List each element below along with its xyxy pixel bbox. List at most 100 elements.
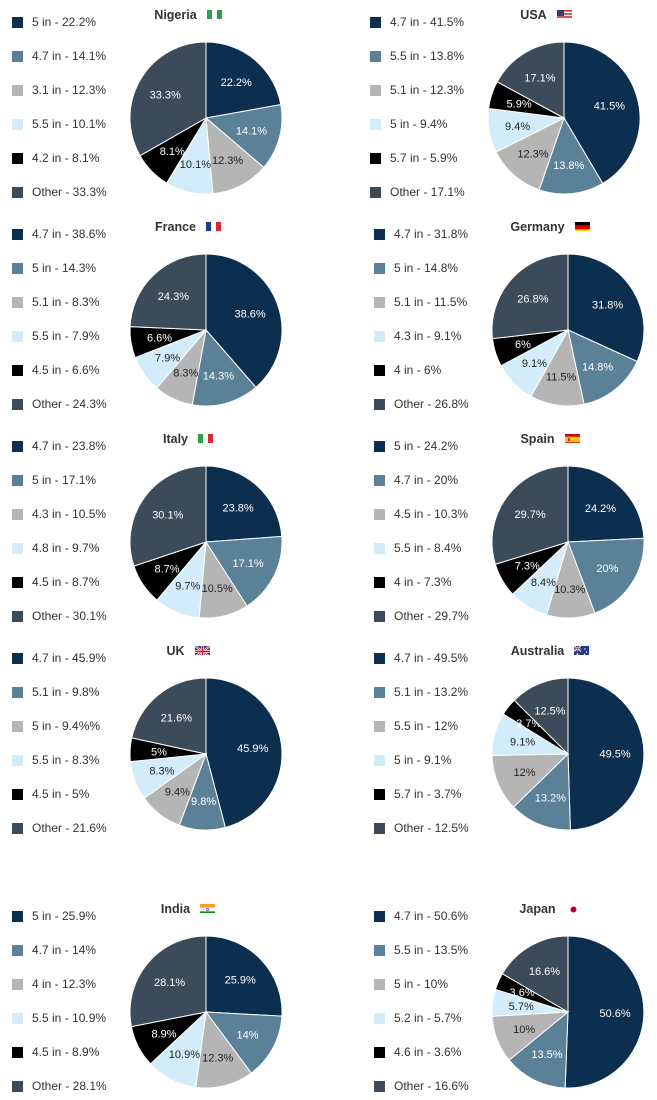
pie-data-label: 7.9% — [155, 352, 180, 364]
pie-data-label: 3.6% — [510, 987, 535, 999]
chart-title: Japan — [519, 902, 556, 916]
pie-slice — [564, 935, 645, 1089]
legend-swatch — [374, 508, 385, 520]
pie-data-label: 50.6% — [599, 1008, 630, 1020]
legend-label: Other - 17.1% — [390, 185, 465, 199]
legend-item: 5 in - 24.2% — [374, 438, 458, 454]
pie-data-label: 13.8% — [553, 160, 584, 172]
legend-label: 5.7 in - 5.9% — [390, 151, 458, 165]
legend-swatch — [12, 1080, 23, 1092]
pie-slice — [567, 537, 645, 614]
legend-swatch — [12, 228, 23, 240]
legend-swatch — [12, 118, 23, 130]
pie-slice — [567, 677, 645, 831]
pie-data-label: 8.3% — [149, 766, 174, 778]
pie-chart: 50.6% 13.5% 10% 5.7% 3.6% 16.6% — [491, 935, 645, 1089]
pie-data-label: 9.7% — [175, 581, 200, 593]
legend-item: 3.1 in - 12.3% — [12, 82, 106, 98]
legend-item: 5.7 in - 3.7% — [374, 786, 461, 802]
legend-item: 5.5 in - 10.9% — [12, 1010, 106, 1026]
legend-label: 5.5 in - 13.5% — [394, 943, 469, 957]
pie-slice — [129, 935, 207, 1028]
italy-flag-icon — [198, 432, 213, 443]
pie-slice — [491, 253, 569, 340]
pie-data-label: 5.7% — [509, 1001, 534, 1013]
legend-swatch — [370, 152, 381, 164]
pie-slice — [501, 935, 569, 1013]
pie-slice — [205, 465, 283, 543]
legend-item: 4.5 in - 6.6% — [12, 362, 99, 378]
legend-item: 4.7 in - 49.5% — [374, 650, 468, 666]
pie-slice — [496, 41, 565, 119]
legend-label: 4.7 in - 45.9% — [32, 651, 107, 665]
legend-swatch — [12, 16, 23, 28]
pie-slice — [567, 329, 638, 405]
pie-data-label: 11.5% — [546, 372, 577, 384]
pie-data-label: 8.9% — [151, 1028, 176, 1040]
legend-label: 5.5 in - 7.9% — [32, 329, 100, 343]
legend-swatch — [374, 1080, 385, 1092]
legend-label: 4 in - 7.3% — [394, 575, 452, 589]
legend-item: 5.5 in - 8.3% — [12, 752, 99, 768]
legend-swatch — [374, 610, 385, 622]
pie-chart: 24.2% 20% 10.3%8.4% 7.3% 29.7% — [491, 465, 645, 619]
legend-item: 5 in - 9.4% — [370, 116, 447, 132]
pie-slice — [129, 465, 207, 567]
legend-item: 5.5 in - 13.8% — [370, 48, 464, 64]
pie-chart: 22.2% 14.1% 12.3%10.1%8.1% 33.3% — [129, 41, 283, 195]
legend-label: 4.5 in - 10.3% — [394, 507, 469, 521]
pie-chart: 45.9% 9.8%9.4% 8.3% 5% 21.6% — [129, 677, 283, 831]
chart-panel-australia: 4.7 in - 49.5% 5.1 in - 13.2% 5.5 in - 12%… — [362, 636, 657, 836]
legend-label: 5 in - 24.2% — [394, 439, 459, 453]
pie-slice — [491, 465, 569, 565]
pie-data-label: 16.6% — [529, 966, 560, 978]
legend-label: 5 in - 14.3% — [32, 261, 97, 275]
pie-slice — [567, 253, 645, 363]
pie-data-label: 21.6% — [161, 712, 192, 724]
legend-swatch — [370, 186, 381, 198]
legend-swatch — [374, 330, 385, 342]
legend-item: Other - 16.6% — [374, 1078, 469, 1094]
pie-data-label: 10.5% — [202, 583, 233, 595]
pie-chart: 25.9% 14%12.3%10.9% 8.9% 28.1% — [129, 935, 283, 1089]
pie-chart: 41.5% 13.8% 12.3% 9.4% 5.9% 17.1% — [487, 41, 641, 195]
legend-item: 4 in - 6% — [374, 362, 441, 378]
pie-chart: 38.6% 14.3% 8.3% 7.9% 6.6% 24.3% — [129, 253, 283, 407]
pie-data-label: 8.1% — [160, 146, 185, 158]
pie-data-label: 22.2% — [221, 77, 252, 89]
pie-data-label: 33.3% — [150, 89, 181, 101]
legend-swatch — [12, 576, 23, 588]
legend-swatch — [374, 364, 385, 376]
legend-swatch — [12, 788, 23, 800]
legend-label: Other - 24.3% — [32, 397, 107, 411]
pie-slice — [563, 41, 641, 185]
legend-item: 4.5 in - 5% — [12, 786, 89, 802]
pie-data-label: 17.1% — [232, 558, 263, 570]
legend-label: 5.1 in - 11.5% — [394, 295, 468, 309]
legend-label: Other - 12.5% — [394, 821, 469, 835]
chart-panel-japan: 4.7 in - 50.6% 5.5 in - 13.5% 5 in - 10% 5.… — [362, 894, 657, 1094]
pie-data-label: 28.1% — [154, 977, 185, 989]
legend-label: Other - 29.7% — [394, 609, 469, 623]
pie-chart: 49.5%13.2%12%9.1%3.7%12.5% — [491, 677, 645, 831]
legend-item: 4.7 in - 23.8% — [12, 438, 106, 454]
legend-label: 4.5 in - 5% — [32, 787, 90, 801]
chart-panel-nigeria: 5 in - 22.2% 4.7 in - 14.1% 3.1 in - 12.3%… — [0, 0, 328, 200]
legend-item: 5.1 in - 8.3% — [12, 294, 99, 310]
pie-slice — [191, 328, 257, 407]
pie-data-label: 12% — [513, 767, 535, 779]
legend-item: 5 in - 25.9% — [12, 908, 96, 924]
pie-data-label: 14% — [236, 1029, 258, 1041]
legend-item: 4.7 in - 41.5% — [370, 14, 464, 30]
legend-swatch — [12, 364, 23, 376]
pie-data-label: 10.9% — [169, 1049, 200, 1061]
legend-item: 4.3 in - 9.1% — [374, 328, 461, 344]
pie-slice — [567, 465, 645, 543]
legend-item: 5.5 in - 8.4% — [374, 540, 461, 556]
legend-swatch — [12, 296, 23, 308]
legend-label: 5.5 in - 10.9% — [32, 1011, 107, 1025]
pie-data-label: 26.8% — [517, 294, 548, 306]
legend-item: 4.7 in - 14.1% — [12, 48, 106, 64]
legend-item: 5.1 in - 12.3% — [370, 82, 464, 98]
chart-title: Italy — [162, 432, 188, 446]
